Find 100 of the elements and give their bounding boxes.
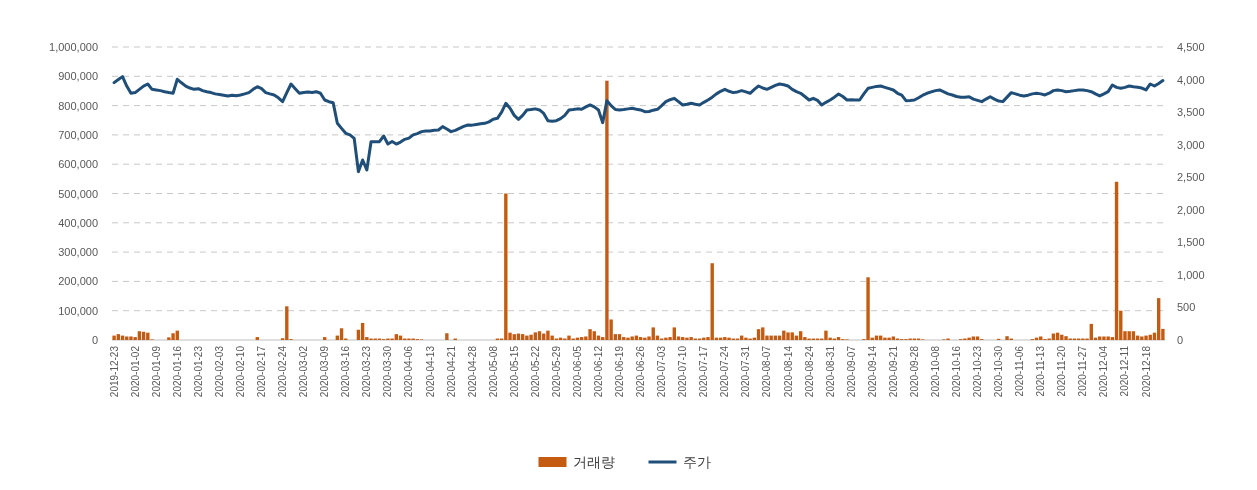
bar — [1064, 336, 1068, 340]
y-tick-label: 600,000 — [58, 158, 98, 171]
bar — [866, 277, 870, 340]
y-tick-label: 900,000 — [58, 70, 98, 83]
bar — [790, 332, 794, 340]
x-tick-label: 2020-02-10 — [234, 345, 246, 398]
x-tick-label: 2020-05-22 — [529, 345, 541, 398]
x-tick-label: 2019-12-23 — [108, 345, 120, 398]
x-tick-label: 2020-09-07 — [845, 345, 857, 398]
bar — [967, 337, 971, 340]
x-tick-label: 2020-05-15 — [508, 345, 520, 398]
x-tick-label: 2020-07-31 — [740, 345, 752, 398]
y-tick-label: 300,000 — [58, 246, 98, 259]
x-tick-label: 2020-05-08 — [487, 345, 499, 398]
x-tick-label: 2020-12-04 — [1098, 345, 1110, 398]
bar — [727, 337, 731, 340]
x-tick-label: 2020-11-20 — [1056, 345, 1068, 397]
bar — [255, 337, 259, 340]
bar — [137, 331, 142, 340]
bar — [1102, 336, 1106, 340]
bar — [1144, 335, 1148, 340]
x-tick-label: 2020-06-19 — [614, 345, 626, 398]
bar — [1106, 336, 1110, 340]
bar — [769, 335, 773, 340]
bar — [887, 337, 891, 340]
bar — [689, 337, 693, 340]
bar — [537, 331, 542, 340]
y2-tick-label: 2,000 — [1177, 203, 1205, 216]
bar — [638, 337, 643, 340]
bar — [394, 334, 398, 340]
x-tick-label: 2020-03-16 — [340, 345, 352, 398]
bar — [824, 330, 828, 340]
y-tick-label: 400,000 — [58, 216, 98, 229]
y2-tick-label: 2,500 — [1177, 171, 1205, 184]
bar — [761, 327, 765, 340]
x-tick-label: 2020-09-21 — [887, 345, 899, 398]
x-tick-label: 2020-01-23 — [192, 345, 204, 398]
bar — [167, 337, 171, 340]
y2-tick-label: 0 — [1177, 334, 1184, 346]
x-tick-label: 2020-11-27 — [1077, 345, 1089, 397]
bar — [1039, 336, 1043, 340]
bar — [605, 80, 609, 340]
x-tick-label: 2020-04-21 — [445, 345, 457, 398]
bar — [626, 337, 630, 340]
bar — [630, 336, 634, 340]
bar — [672, 327, 676, 340]
x-tick-label: 2020-10-08 — [929, 345, 941, 398]
x-tick-label: 2020-08-24 — [803, 345, 815, 398]
x-tick-label: 2020-03-23 — [361, 345, 373, 398]
bar — [798, 331, 803, 340]
y2-tick-label: 3,000 — [1177, 138, 1205, 151]
bar — [883, 337, 887, 340]
x-tick-label: 2020-12-18 — [1140, 345, 1152, 398]
y2-tick-label: 3,500 — [1177, 106, 1205, 119]
x-tick-label: 2020-06-26 — [635, 345, 647, 398]
x-tick-label: 2020-01-16 — [171, 345, 183, 398]
bar — [651, 327, 655, 340]
x-tick-label: 2020-05-29 — [550, 345, 562, 398]
bar — [643, 337, 647, 340]
x-tick-label: 2020-02-17 — [256, 345, 268, 398]
y2-tick-label: 1,500 — [1177, 236, 1205, 249]
y2-tick-label: 1,000 — [1177, 268, 1205, 281]
bar — [171, 333, 175, 340]
bar — [504, 193, 508, 340]
bar — [975, 336, 980, 340]
legend-label: 거래량 — [572, 454, 615, 470]
bar — [533, 332, 537, 340]
bar — [550, 335, 554, 340]
x-tick-label: 2020-06-05 — [571, 345, 583, 398]
bar — [129, 336, 133, 340]
bar — [681, 337, 685, 340]
x-tick-label: 2020-12-11 — [1119, 345, 1131, 397]
x-tick-label: 2020-10-23 — [972, 345, 984, 398]
bar — [567, 335, 571, 340]
y-tick-label: 1,000,000 — [49, 41, 98, 53]
x-tick-label: 2020-08-31 — [824, 345, 836, 398]
x-tick-label: 2020-01-09 — [150, 345, 162, 398]
x-tick-label: 2020-08-14 — [782, 345, 794, 398]
legend-label: 주가 — [682, 454, 711, 470]
bar — [617, 334, 622, 340]
x-tick-label: 2020-09-14 — [866, 345, 878, 398]
bar — [622, 337, 626, 340]
x-tick-label: 2020-11-06 — [1014, 345, 1026, 397]
bar — [525, 335, 529, 340]
x-tick-label: 2020-03-02 — [298, 345, 310, 398]
bar — [786, 332, 790, 340]
x-tick-label: 2020-08-07 — [761, 345, 773, 398]
bar — [116, 334, 120, 340]
bar — [512, 334, 516, 340]
bar — [592, 331, 596, 340]
bar — [1140, 336, 1144, 340]
bar — [323, 337, 327, 340]
x-tick-label: 2020-07-10 — [677, 345, 689, 398]
x-tick-label: 2020-04-06 — [403, 345, 415, 398]
y2-tick-label: 4,000 — [1177, 73, 1205, 86]
x-tick-label: 2020-01-02 — [129, 345, 141, 398]
y-tick-label: 500,000 — [58, 187, 98, 200]
bar — [588, 329, 592, 340]
x-tick-label: 2020-07-24 — [719, 345, 731, 398]
bar — [546, 330, 550, 340]
